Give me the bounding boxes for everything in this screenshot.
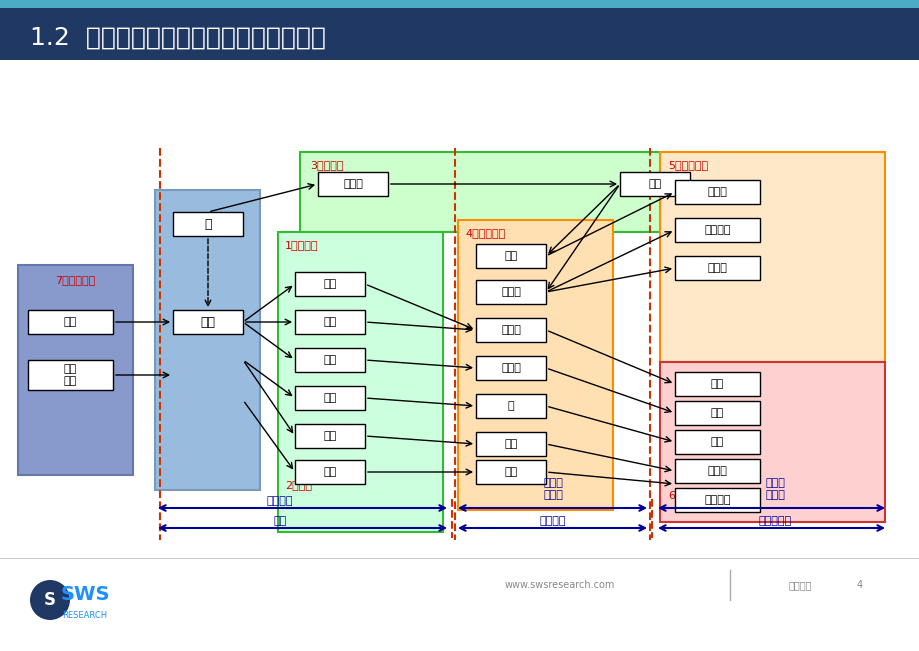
Text: 果蔬: 果蔬 bbox=[323, 355, 336, 365]
Text: SWS: SWS bbox=[60, 585, 109, 605]
Text: 果蔬饮料: 果蔬饮料 bbox=[703, 495, 730, 505]
Text: 木材: 木材 bbox=[504, 467, 517, 477]
FancyBboxPatch shape bbox=[675, 256, 759, 280]
FancyBboxPatch shape bbox=[475, 460, 545, 484]
FancyBboxPatch shape bbox=[295, 460, 365, 484]
Text: 啤酒: 啤酒 bbox=[710, 408, 723, 418]
Text: www.swsresearch.com: www.swsresearch.com bbox=[505, 580, 615, 590]
Text: 终端消费品: 终端消费品 bbox=[757, 516, 790, 526]
Text: 农业生产: 农业生产 bbox=[267, 496, 293, 506]
Text: 原料: 原料 bbox=[273, 516, 287, 526]
Text: 饲料: 饲料 bbox=[504, 251, 517, 261]
Text: 葡萄酒: 葡萄酒 bbox=[707, 466, 727, 476]
FancyBboxPatch shape bbox=[295, 310, 365, 334]
FancyBboxPatch shape bbox=[0, 0, 919, 8]
Text: 种苗: 种苗 bbox=[63, 317, 77, 327]
Text: 农产品
初加工: 农产品 初加工 bbox=[542, 478, 562, 500]
Text: 农产品
深加工: 农产品 深加工 bbox=[765, 478, 784, 500]
Text: 食用油: 食用油 bbox=[501, 325, 520, 335]
FancyBboxPatch shape bbox=[18, 265, 133, 475]
Text: 糖: 糖 bbox=[507, 401, 514, 411]
Text: 调味品: 调味品 bbox=[707, 263, 727, 273]
Text: 土地: 土地 bbox=[200, 316, 215, 329]
Text: 发酵制品: 发酵制品 bbox=[703, 225, 730, 235]
Text: 乳制品: 乳制品 bbox=[707, 187, 727, 197]
FancyBboxPatch shape bbox=[475, 280, 545, 304]
FancyBboxPatch shape bbox=[318, 172, 388, 196]
Circle shape bbox=[30, 580, 70, 620]
Text: 水产品: 水产品 bbox=[343, 179, 362, 189]
FancyBboxPatch shape bbox=[295, 348, 365, 372]
Text: 棉花: 棉花 bbox=[323, 431, 336, 441]
FancyBboxPatch shape bbox=[28, 310, 113, 334]
Text: 林木: 林木 bbox=[323, 467, 336, 477]
FancyBboxPatch shape bbox=[295, 386, 365, 410]
FancyBboxPatch shape bbox=[475, 356, 545, 380]
FancyBboxPatch shape bbox=[154, 190, 260, 490]
Text: 7、为农服务: 7、为农服务 bbox=[55, 275, 95, 285]
FancyBboxPatch shape bbox=[295, 272, 365, 296]
Text: 白酒: 白酒 bbox=[710, 379, 723, 389]
Text: 果蔬汁: 果蔬汁 bbox=[501, 363, 520, 373]
FancyBboxPatch shape bbox=[675, 401, 759, 425]
FancyBboxPatch shape bbox=[475, 432, 545, 456]
Text: 农药
化肥: 农药 化肥 bbox=[63, 364, 77, 386]
Text: 1.2  农业与其下游产业形成庞大的产业链: 1.2 农业与其下游产业形成庞大的产业链 bbox=[30, 26, 325, 50]
Text: 油料: 油料 bbox=[323, 317, 336, 327]
Text: 中间产品: 中间产品 bbox=[539, 516, 565, 526]
Text: 1、种植业: 1、种植业 bbox=[285, 240, 318, 250]
Text: 畜禽: 畜禽 bbox=[648, 179, 661, 189]
Text: 4: 4 bbox=[856, 580, 862, 590]
FancyBboxPatch shape bbox=[300, 152, 720, 232]
FancyBboxPatch shape bbox=[675, 459, 759, 483]
Text: 申万研究: 申万研究 bbox=[788, 580, 811, 590]
FancyBboxPatch shape bbox=[28, 360, 113, 390]
FancyBboxPatch shape bbox=[173, 212, 243, 236]
FancyBboxPatch shape bbox=[295, 424, 365, 448]
FancyBboxPatch shape bbox=[475, 244, 545, 268]
Text: 黄酒: 黄酒 bbox=[710, 437, 723, 447]
Text: 肉制品: 肉制品 bbox=[501, 287, 520, 297]
FancyBboxPatch shape bbox=[675, 218, 759, 242]
FancyBboxPatch shape bbox=[675, 180, 759, 204]
FancyBboxPatch shape bbox=[619, 172, 689, 196]
Text: 4、食品加工: 4、食品加工 bbox=[464, 228, 505, 238]
Text: 5、食品制造: 5、食品制造 bbox=[667, 160, 708, 170]
FancyBboxPatch shape bbox=[0, 8, 919, 60]
FancyBboxPatch shape bbox=[675, 430, 759, 454]
FancyBboxPatch shape bbox=[173, 310, 243, 334]
FancyBboxPatch shape bbox=[458, 220, 612, 510]
FancyBboxPatch shape bbox=[675, 488, 759, 512]
FancyBboxPatch shape bbox=[659, 362, 884, 522]
Text: S: S bbox=[44, 591, 56, 609]
Text: 3、养殖业: 3、养殖业 bbox=[310, 160, 343, 170]
Text: 皮棉: 皮棉 bbox=[504, 439, 517, 449]
Text: 糖料: 糖料 bbox=[323, 393, 336, 403]
Text: 粮食: 粮食 bbox=[323, 279, 336, 289]
FancyBboxPatch shape bbox=[278, 232, 443, 532]
FancyBboxPatch shape bbox=[475, 394, 545, 418]
Text: RESEARCH: RESEARCH bbox=[62, 611, 108, 620]
Text: 2、林业: 2、林业 bbox=[285, 480, 312, 490]
Text: 水: 水 bbox=[204, 217, 211, 230]
FancyBboxPatch shape bbox=[475, 318, 545, 342]
FancyBboxPatch shape bbox=[675, 372, 759, 396]
Text: 6.饮料制造: 6.饮料制造 bbox=[667, 490, 704, 500]
FancyBboxPatch shape bbox=[659, 152, 884, 362]
